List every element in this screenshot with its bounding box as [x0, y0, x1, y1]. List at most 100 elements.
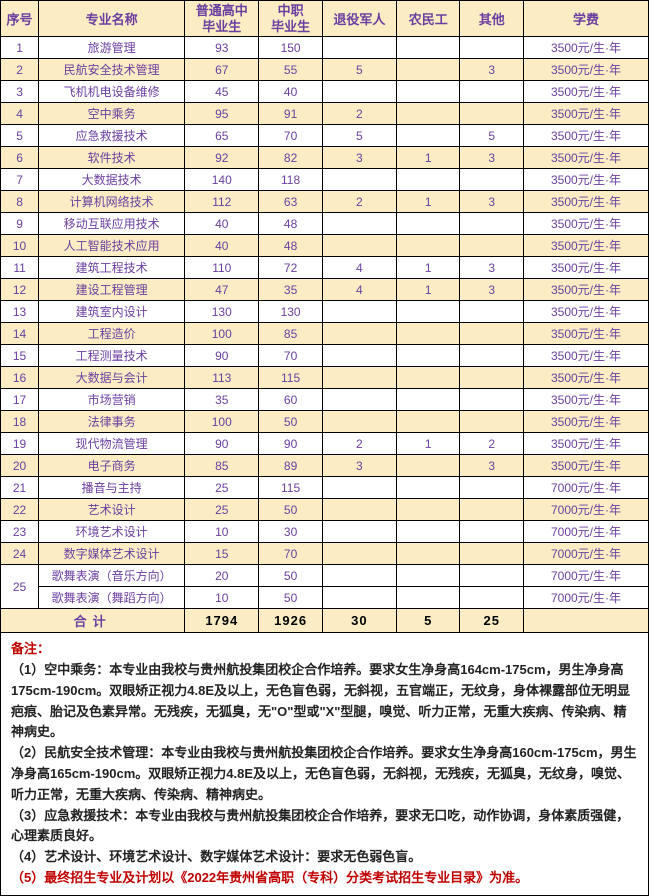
cell-idx: 10 [1, 235, 39, 257]
cell-c2: 30 [259, 521, 323, 543]
cell-name: 法律事务 [39, 411, 185, 433]
cell-name: 建筑室内设计 [39, 301, 185, 323]
cell-name: 工程造价 [39, 323, 185, 345]
cell-c2: 89 [259, 455, 323, 477]
cell-c1: 25 [185, 477, 259, 499]
cell-idx: 21 [1, 477, 39, 499]
table-row: 25歌舞表演（音乐方向）20507000元/生·年 [1, 565, 649, 587]
cell-fee: 3500元/生·年 [523, 257, 648, 279]
cell-c1: 90 [185, 345, 259, 367]
cell-fee: 3500元/生·年 [523, 125, 648, 147]
cell-c4 [396, 565, 460, 587]
cell-c5 [460, 345, 524, 367]
cell-c3: 2 [322, 103, 396, 125]
total-c2: 1926 [259, 609, 323, 633]
cell-c1: 130 [185, 301, 259, 323]
cell-fee: 3500元/生·年 [523, 103, 648, 125]
cell-fee: 3500元/生·年 [523, 301, 648, 323]
cell-fee: 7000元/生·年 [523, 499, 648, 521]
cell-fee: 3500元/生·年 [523, 323, 648, 345]
cell-name: 建筑工程技术 [39, 257, 185, 279]
note-3: （3）应急救援技术：本专业由我校与贵州航投集团校企合作培养，要求无口吃，动作协调… [11, 806, 638, 848]
cell-c3 [322, 587, 396, 609]
cell-name: 建设工程管理 [39, 279, 185, 301]
cell-c3 [322, 499, 396, 521]
cell-c3 [322, 477, 396, 499]
cell-fee: 7000元/生·年 [523, 587, 648, 609]
cell-name: 电子商务 [39, 455, 185, 477]
cell-c1: 67 [185, 59, 259, 81]
note-2: （2）民航安全技术管理：本专业由我校与贵州航投集团校企合作培养。要求女生净身高1… [11, 743, 638, 805]
cell-name: 大数据技术 [39, 169, 185, 191]
cell-c5: 3 [460, 279, 524, 301]
cell-c1: 45 [185, 81, 259, 103]
cell-c5: 5 [460, 125, 524, 147]
cell-c4 [396, 213, 460, 235]
table-row: 11建筑工程技术110724133500元/生·年 [1, 257, 649, 279]
cell-name: 播音与主持 [39, 477, 185, 499]
cell-c4 [396, 81, 460, 103]
cell-c2: 40 [259, 81, 323, 103]
cell-c5 [460, 301, 524, 323]
cell-c3: 3 [322, 147, 396, 169]
cell-c2: 70 [259, 543, 323, 565]
cell-c2: 115 [259, 367, 323, 389]
cell-idx: 3 [1, 81, 39, 103]
cell-c4: 1 [396, 147, 460, 169]
table-row: 15工程测量技术90703500元/生·年 [1, 345, 649, 367]
table-row: 5应急救援技术6570553500元/生·年 [1, 125, 649, 147]
cell-idx: 22 [1, 499, 39, 521]
header-c5: 其他 [460, 1, 524, 37]
cell-c1: 110 [185, 257, 259, 279]
cell-c5 [460, 323, 524, 345]
cell-c2: 55 [259, 59, 323, 81]
cell-c3: 2 [322, 433, 396, 455]
cell-c5: 3 [460, 59, 524, 81]
cell-c3: 5 [322, 59, 396, 81]
note-1: （1）空中乘务：本专业由我校与贵州航投集团校企合作培养。要求女生净身高164cm… [11, 660, 638, 743]
total-c4: 5 [396, 609, 460, 633]
table-row: 4空中乘务959123500元/生·年 [1, 103, 649, 125]
cell-c1: 47 [185, 279, 259, 301]
table-row: 13建筑室内设计1301303500元/生·年 [1, 301, 649, 323]
cell-c4 [396, 587, 460, 609]
cell-fee: 3500元/生·年 [523, 191, 648, 213]
cell-c2: 70 [259, 345, 323, 367]
table-row: 17市场营销35603500元/生·年 [1, 389, 649, 411]
cell-idx: 6 [1, 147, 39, 169]
cell-fee: 7000元/生·年 [523, 477, 648, 499]
table-row: 22艺术设计25507000元/生·年 [1, 499, 649, 521]
cell-idx: 17 [1, 389, 39, 411]
table-row: 6软件技术92823133500元/生·年 [1, 147, 649, 169]
table-row: 23环境艺术设计10307000元/生·年 [1, 521, 649, 543]
cell-c4 [396, 455, 460, 477]
cell-c5: 2 [460, 433, 524, 455]
cell-c5 [460, 37, 524, 59]
cell-idx: 9 [1, 213, 39, 235]
cell-c2: 72 [259, 257, 323, 279]
cell-idx: 12 [1, 279, 39, 301]
cell-c3 [322, 521, 396, 543]
cell-fee: 3500元/生·年 [523, 81, 648, 103]
cell-c1: 10 [185, 587, 259, 609]
cell-c1: 95 [185, 103, 259, 125]
cell-fee: 7000元/生·年 [523, 543, 648, 565]
cell-fee: 7000元/生·年 [523, 521, 648, 543]
cell-idx: 13 [1, 301, 39, 323]
cell-c2: 91 [259, 103, 323, 125]
total-c1: 1794 [185, 609, 259, 633]
cell-c1: 113 [185, 367, 259, 389]
cell-c4 [396, 103, 460, 125]
cell-c2: 50 [259, 587, 323, 609]
table-row: 歌舞表演（舞蹈方向）10507000元/生·年 [1, 587, 649, 609]
table-row: 10人工智能技术应用40483500元/生·年 [1, 235, 649, 257]
table-row: 3飞机机电设备维修45403500元/生·年 [1, 81, 649, 103]
table-row: 12建设工程管理47354133500元/生·年 [1, 279, 649, 301]
cell-c2: 85 [259, 323, 323, 345]
cell-c4 [396, 543, 460, 565]
note-4: （4）艺术设计、环境艺术设计、数字媒体艺术设计：要求无色弱色盲。 [11, 847, 638, 868]
total-fee [523, 609, 648, 633]
cell-c5 [460, 499, 524, 521]
notes-title: 备注： [11, 639, 638, 660]
cell-c2: 63 [259, 191, 323, 213]
